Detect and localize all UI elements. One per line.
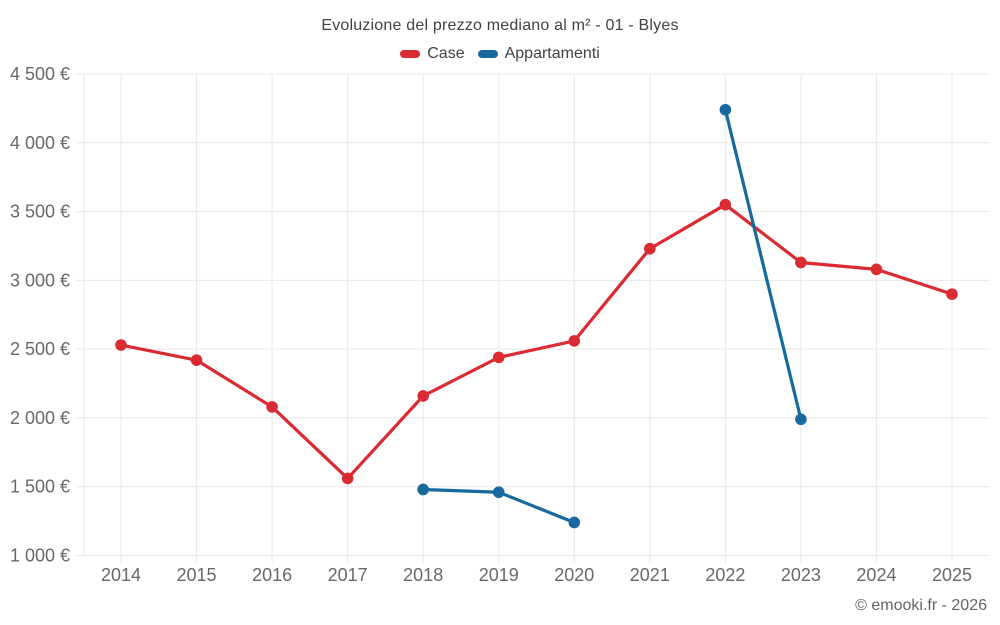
x-axis-label: 2015 (177, 565, 217, 585)
series-line-case (119, 203, 954, 481)
copyright: © emooki.fr - 2026 (855, 597, 987, 614)
data-point-appartamenti (719, 103, 732, 116)
legend-label-appartamenti: Appartamenti (504, 45, 600, 62)
legend-swatch-appartamenti (477, 50, 498, 58)
data-point-appartamenti (795, 413, 807, 426)
x-axis-label: 2020 (554, 565, 594, 585)
data-point-case (266, 401, 278, 413)
x-axis-label: 2021 (630, 565, 670, 585)
x-axis-label: 2022 (705, 565, 745, 585)
legend-item-case[interactable]: Case (400, 45, 465, 63)
data-point-appartamenti (568, 516, 581, 529)
data-point-case (870, 263, 883, 276)
data-point-case (492, 351, 505, 364)
data-point-case (719, 198, 732, 211)
y-axis-label: 4 000 € (10, 133, 70, 153)
legend: Case Appartamenti (0, 45, 1000, 63)
legend-swatch-case (400, 50, 421, 58)
data-point-case (417, 390, 429, 402)
legend-label-case: Case (427, 45, 465, 62)
y-axis-label: 4 500 € (10, 64, 70, 84)
data-point-case (568, 335, 581, 347)
y-axis-label: 3 500 € (10, 202, 70, 222)
y-axis-label: 1 000 € (10, 546, 70, 566)
x-axis-label: 2025 (932, 565, 972, 585)
data-point-case (795, 256, 807, 269)
y-axis-label: 1 500 € (10, 477, 70, 497)
data-point-case (190, 354, 203, 366)
x-axis-label: 2023 (781, 565, 821, 585)
data-point-case (341, 472, 354, 485)
x-axis-label: 2019 (479, 565, 519, 585)
x-axis-label: 2016 (252, 565, 292, 585)
x-axis-label: 2024 (856, 565, 896, 585)
y-axis-label: 3 000 € (10, 270, 70, 290)
chart-title: Evoluzione del prezzo mediano al m² - 01… (321, 17, 679, 34)
data-point-appartamenti (492, 486, 505, 499)
data-point-case (644, 242, 656, 255)
y-axis-label: 2 500 € (10, 339, 70, 359)
y-axis-label: 2 000 € (10, 408, 70, 428)
series-line-appartamenti (723, 108, 803, 421)
data-point-appartamenti (417, 483, 429, 496)
data-point-case (115, 339, 127, 351)
legend-item-appartamenti[interactable]: Appartamenti (477, 45, 600, 63)
x-axis-label: 2017 (328, 565, 368, 585)
x-axis-label: 2018 (403, 565, 443, 585)
x-axis-label: 2014 (101, 565, 141, 585)
data-point-case (946, 288, 958, 300)
